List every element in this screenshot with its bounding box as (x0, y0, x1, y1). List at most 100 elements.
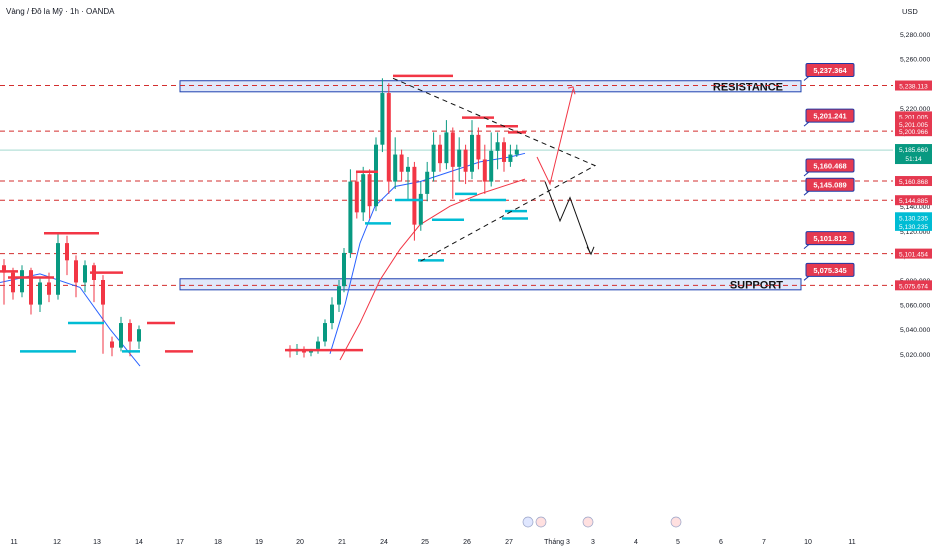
candle-body (38, 282, 42, 305)
y-tick-label: 5,260.000 (900, 57, 930, 64)
axis-price-text: 5,160.868 (899, 179, 928, 186)
candle-body (374, 144, 378, 207)
candle-body (482, 159, 487, 182)
axis-price-text: 5,238.113 (899, 84, 928, 91)
y-tick-label: 5,280.000 (900, 32, 930, 39)
candle-body (476, 134, 481, 160)
axis-price-tag (895, 118, 932, 129)
axis-cyan-text: 5,130.235 (899, 215, 928, 222)
callout-text: 5,101.812 (813, 234, 846, 243)
event-icon (522, 516, 534, 528)
x-tick-label: 11 (10, 539, 17, 546)
current-price-text: 5,185.660 (899, 147, 928, 154)
event-icon (535, 516, 547, 528)
axis-cyan-tag (895, 212, 932, 223)
candle-body (386, 93, 391, 182)
candle-body (337, 286, 341, 305)
candle-body (74, 260, 78, 283)
candle-body (20, 270, 24, 293)
level-callouts: 5,237.364 5,201.241 5,160.468 5,145.089 5,10… (803, 63, 855, 281)
candle-body (101, 280, 105, 305)
candle-body (393, 154, 398, 182)
candle-body (508, 154, 513, 162)
candle-body (323, 323, 327, 342)
candle-body (29, 270, 33, 305)
candle-body (489, 150, 494, 182)
x-tick-label: 25 (421, 539, 429, 546)
bullish-projection (536, 89, 574, 186)
x-tick-label: 19 (255, 539, 263, 546)
callout-text: 5,145.089 (813, 181, 846, 190)
callout-box (805, 231, 855, 246)
drawings (392, 77, 597, 262)
current-price-tag (895, 144, 932, 165)
x-tick-label: 13 (93, 539, 101, 546)
axis-price-text: 5,144.885 (899, 198, 928, 205)
candle-body (457, 149, 462, 167)
axis-price-tag (895, 248, 932, 259)
x-tick-label: 3 (591, 539, 595, 546)
candle-body (65, 243, 69, 261)
x-tick-label: 21 (338, 539, 346, 546)
candle-body (450, 132, 455, 167)
candle-body (11, 272, 15, 293)
y-tick-label: 5,140.000 (900, 204, 930, 211)
x-tick-label: 24 (380, 539, 388, 546)
callout-text: 5,075.345 (813, 266, 846, 275)
candle-body (110, 341, 114, 348)
x-tick-label: 7 (762, 539, 766, 546)
candle-body (444, 132, 449, 164)
callout-text: 5,237.364 (813, 66, 847, 75)
candle-body (316, 341, 320, 349)
axis-price-text: 5,075.674 (899, 283, 928, 290)
candle-body (412, 166, 417, 225)
axis-cyan-tag (895, 220, 932, 231)
candle-body (128, 323, 132, 342)
x-tick-label: 6 (719, 539, 723, 546)
candle-body (330, 304, 334, 324)
x-tick-label: 14 (135, 539, 143, 546)
candle-body (399, 154, 404, 172)
axis-price-tag (895, 280, 932, 291)
time-axis: 11 12 13 14 17 18 19 20 21 24 25 26 27 Tháng 3 3 4 5 6 7 10… (10, 516, 856, 546)
axis-price-text: 5,101.454 (899, 252, 928, 259)
axis-price-tag (895, 195, 932, 206)
bearish-arrow-head (586, 246, 595, 256)
axis-price-text: 5,200.966 (899, 129, 928, 136)
zone-box (179, 278, 802, 291)
candle-body (425, 171, 430, 194)
x-tick-label: 10 (804, 539, 812, 546)
candle-body (463, 149, 468, 172)
x-tick-label: 11 (848, 539, 855, 546)
candle-body (502, 142, 506, 162)
candle-body (495, 142, 500, 151)
callout-box (805, 108, 855, 123)
event-icon (582, 516, 594, 528)
bullish-arrow-head (567, 86, 576, 95)
candle-body (47, 282, 51, 295)
candle-body (2, 265, 6, 273)
x-tick-label: 5 (676, 539, 680, 546)
candle-body (83, 265, 87, 283)
candle-body (354, 181, 359, 213)
x-tick-label: 17 (176, 539, 184, 546)
candle-body (137, 329, 141, 342)
axis-price-text: 5,201.005 (899, 122, 928, 129)
callout-text: 5,201.241 (813, 112, 846, 121)
candle-body (406, 166, 410, 172)
y-tick-label: 5,120.000 (900, 229, 930, 236)
candle-body (470, 134, 474, 172)
swing-marks (0, 74, 528, 353)
countdown-text: 51:14 (905, 156, 922, 163)
triangle-pattern (392, 77, 597, 262)
candle-body (367, 174, 372, 207)
candle-body (418, 193, 423, 225)
candle-body (431, 144, 436, 172)
x-tick-label: 18 (214, 539, 222, 546)
candle-body (514, 149, 519, 155)
callout-box (805, 158, 855, 173)
x-tick-label: 27 (505, 539, 513, 546)
x-tick-label: 12 (53, 539, 61, 546)
